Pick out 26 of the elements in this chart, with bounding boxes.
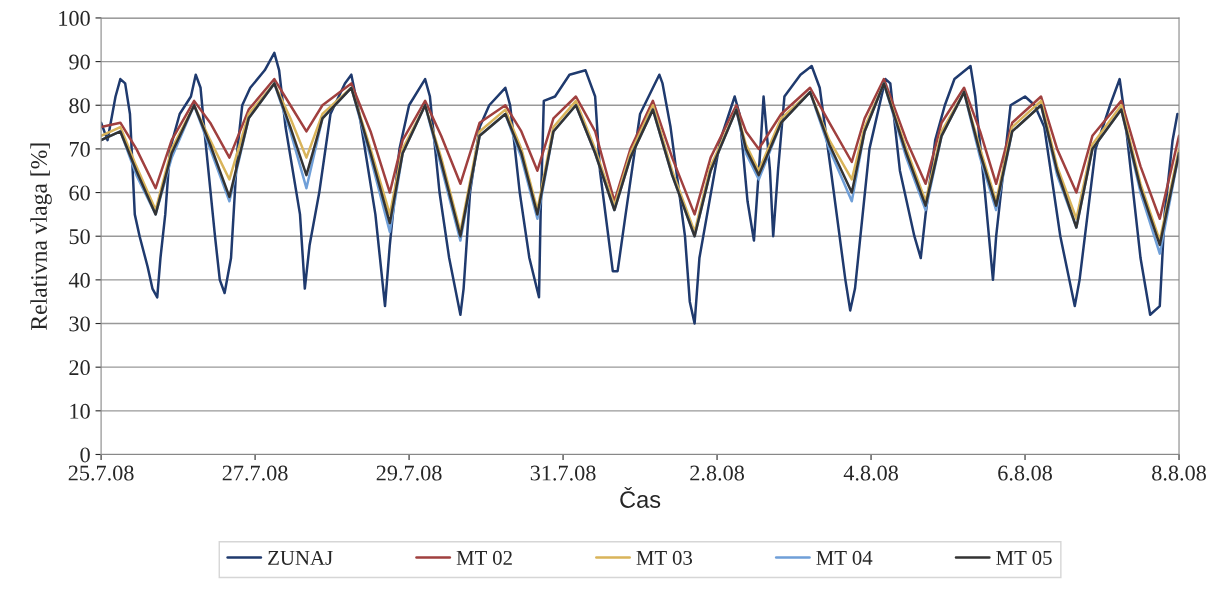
y-tick-label: 60 xyxy=(69,185,90,201)
x-axis-title: Čas xyxy=(620,487,661,508)
legend-label: MT 04 xyxy=(816,550,873,565)
legend-label: MT 02 xyxy=(456,550,512,565)
y-tick-label: 50 xyxy=(69,229,90,245)
x-tick-label: 8.8.08 xyxy=(1152,465,1206,481)
y-tick-label: 80 xyxy=(69,98,90,114)
y-tick-label: 20 xyxy=(69,360,90,376)
y-tick-label: 10 xyxy=(70,403,90,419)
y-tick-label: 40 xyxy=(68,272,90,288)
x-tick-label: 29.7.08 xyxy=(376,465,442,481)
y-tick-label: 30 xyxy=(69,316,90,332)
y-tick-label: 100 xyxy=(59,10,90,26)
y-tick-label: 70 xyxy=(69,141,90,157)
y-tick-label: 90 xyxy=(69,54,90,70)
legend-label: MT 03 xyxy=(636,550,693,565)
x-tick-label: 27.7.08 xyxy=(222,465,288,481)
legend-label: MT 05 xyxy=(996,550,1052,565)
y-axis-title: Relativna vlaga [%] xyxy=(30,143,52,330)
x-tick-label: 25.7.08 xyxy=(68,465,134,481)
legend-label: ZUNAJ xyxy=(268,550,333,565)
x-tick-label: 6.8.08 xyxy=(998,465,1052,481)
x-tick-label: 4.8.08 xyxy=(843,465,898,481)
x-tick-label: 2.8.08 xyxy=(690,465,744,481)
x-tick-label: 31.7.08 xyxy=(530,465,596,481)
y-tick-label: 0 xyxy=(80,447,90,463)
